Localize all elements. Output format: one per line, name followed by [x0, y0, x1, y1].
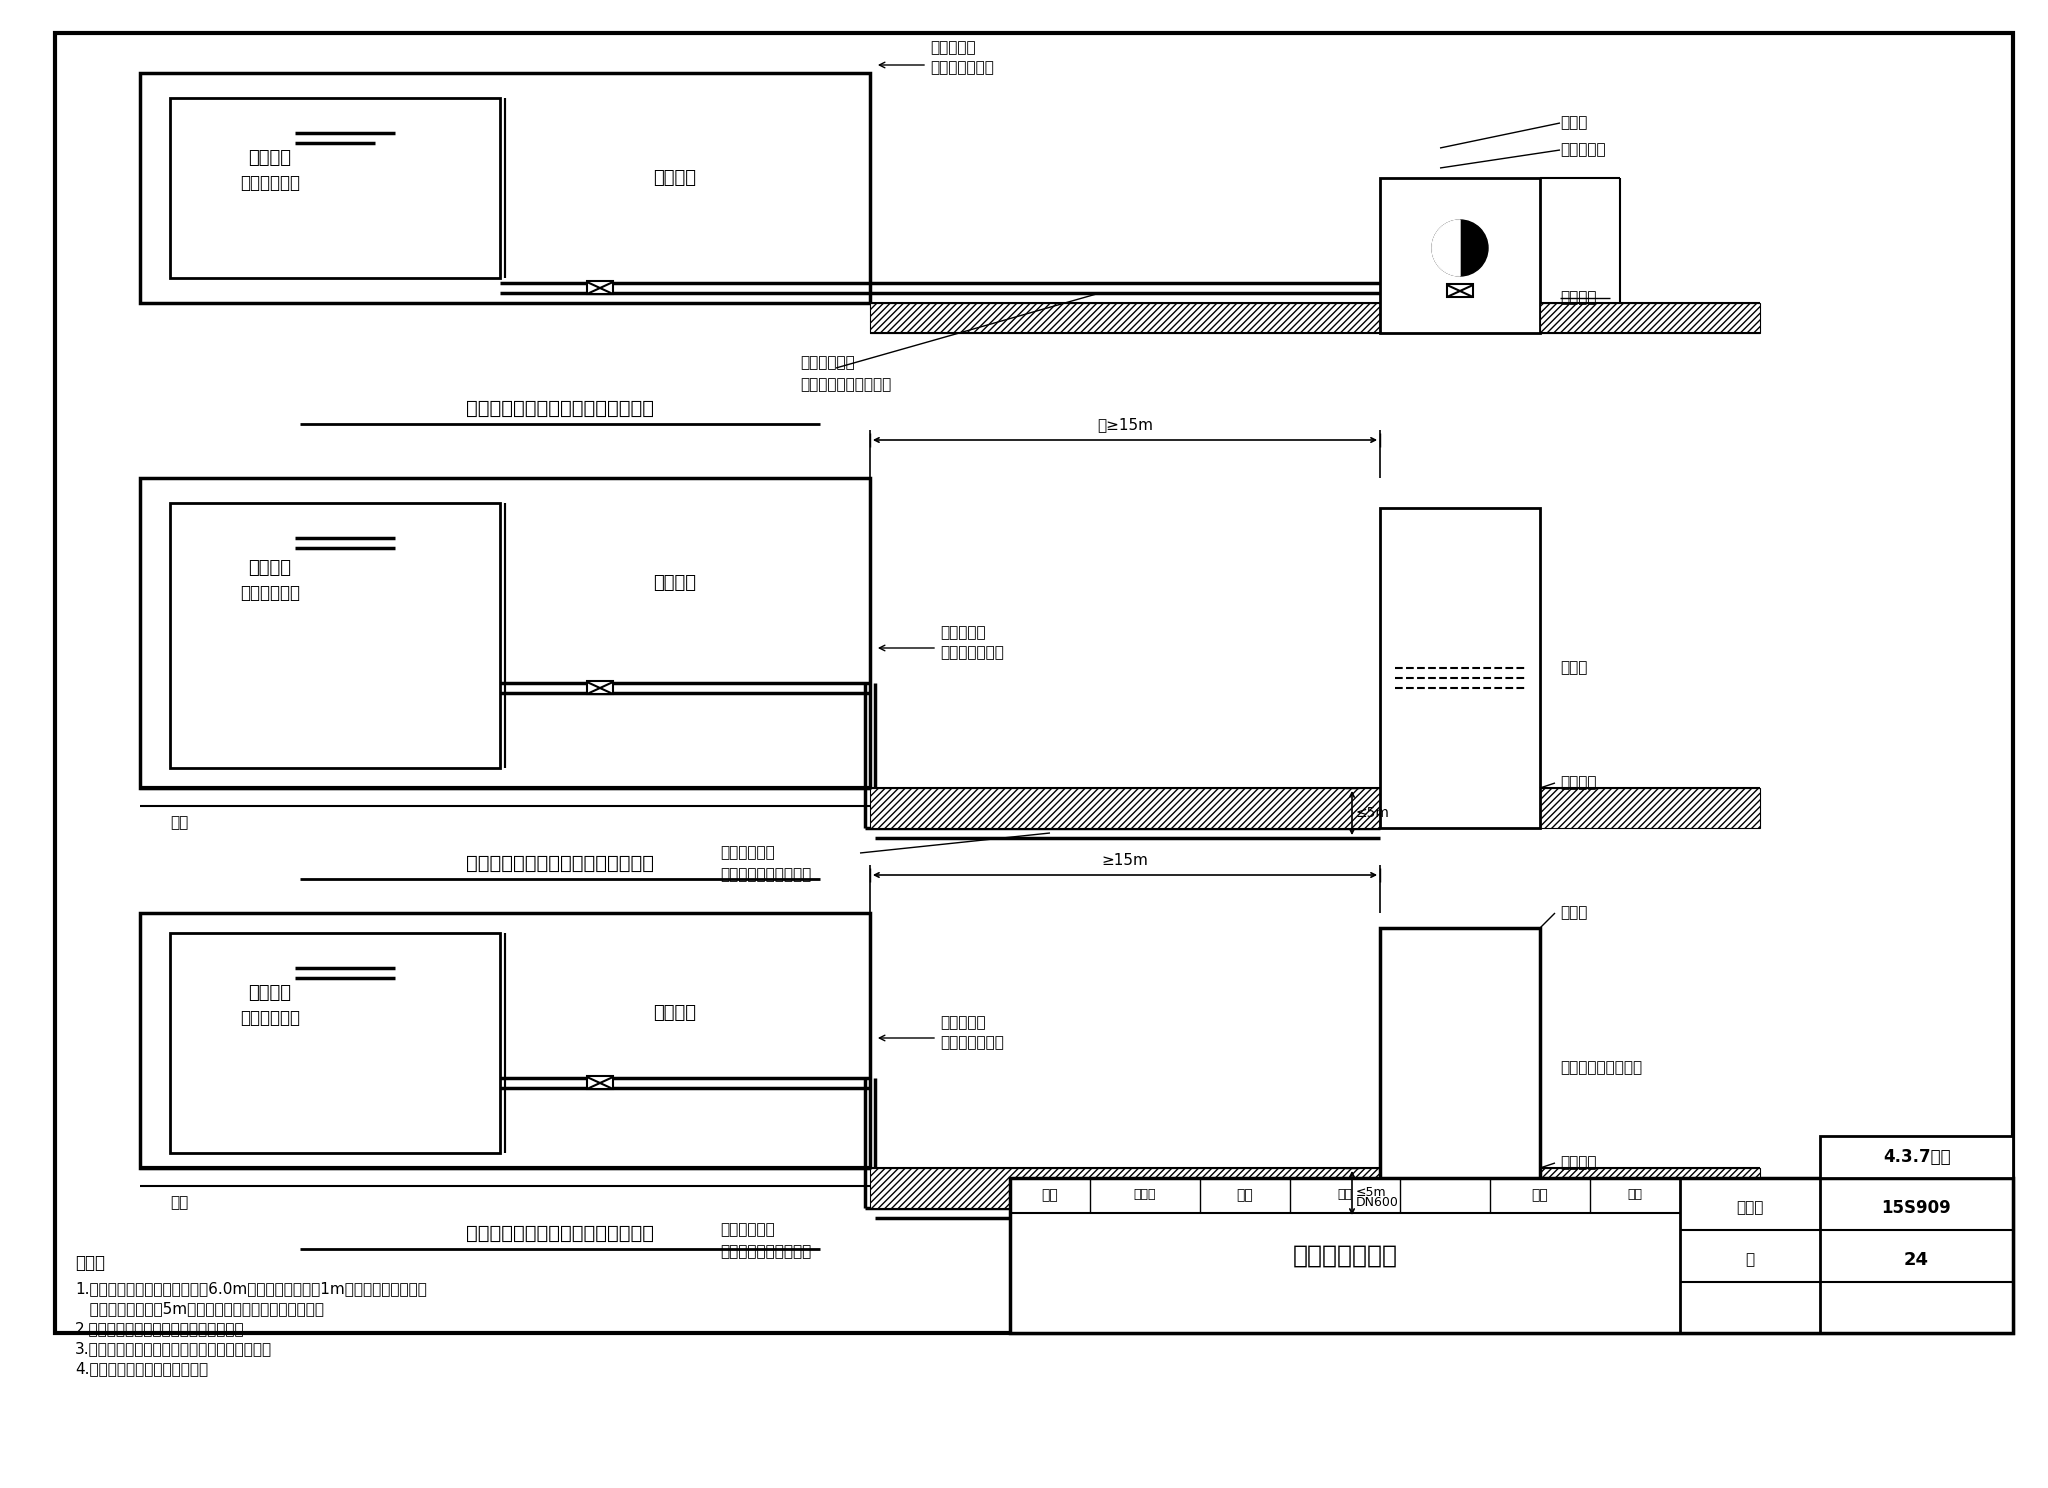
- Bar: [170, 933, 500, 1153]
- Text: DN600: DN600: [1356, 1196, 1399, 1210]
- Bar: [1540, 1168, 1759, 1208]
- Text: 最低有效水位: 最低有效水位: [240, 174, 299, 192]
- Text: 赵世明: 赵世明: [1135, 1189, 1157, 1201]
- Bar: [870, 304, 1380, 333]
- Text: 4.连通管管径由水力计算确定。: 4.连通管管径由水力计算确定。: [76, 1362, 209, 1376]
- Text: 建筑物外墙: 建筑物外墙: [930, 40, 975, 55]
- Text: 室外消防水池取水口做法示例（三）: 室外消防水池取水口做法示例（三）: [467, 854, 653, 872]
- Bar: [139, 478, 870, 789]
- Text: 其他用房: 其他用房: [653, 1004, 696, 1022]
- Bar: [1448, 284, 1473, 298]
- Text: 24: 24: [1903, 1251, 1929, 1269]
- Text: 室外地坪: 室外地坪: [1561, 775, 1597, 790]
- Text: 标高定为小于等于5m，且管顶低于水池最低有效水位。: 标高定为小于等于5m，且管顶低于水池最低有效水位。: [76, 1302, 324, 1317]
- Text: 2.取水口具体做法由各地工程具体确定。: 2.取水口具体做法由各地工程具体确定。: [76, 1321, 244, 1336]
- Text: 消防水池: 消防水池: [248, 559, 291, 577]
- Bar: [1380, 507, 1540, 827]
- Text: 消防水池: 消防水池: [248, 149, 291, 167]
- Text: 室外消防水池: 室外消防水池: [801, 356, 854, 371]
- Text: 室外消防水池取水口做法示例（四）: 室外消防水池取水口做法示例（四）: [467, 1223, 653, 1242]
- Bar: [588, 682, 612, 693]
- Bar: [1821, 1135, 2013, 1178]
- Text: 与室外取水井的连通管: 与室外取水井的连通管: [801, 378, 891, 393]
- Wedge shape: [1432, 220, 1460, 275]
- Bar: [1540, 304, 1759, 333]
- Bar: [170, 503, 500, 768]
- Bar: [55, 33, 2013, 1333]
- Text: 3.室外取水口的连通管应与两座（格）都连接。: 3.室外取水口的连通管应与两座（格）都连接。: [76, 1342, 272, 1357]
- Text: 与室外取水井的连通管: 与室外取水井的连通管: [721, 868, 811, 882]
- Text: 楼板: 楼板: [170, 1195, 188, 1211]
- Text: 室外消防水池: 室外消防水池: [721, 1223, 774, 1238]
- Circle shape: [1432, 220, 1489, 275]
- Text: 室外地坪: 室外地坪: [1561, 1156, 1597, 1171]
- Text: 取水井: 取水井: [1561, 661, 1587, 676]
- Text: 最低有效水位: 最低有效水位: [240, 1009, 299, 1027]
- Text: 其他用房: 其他用房: [653, 574, 696, 592]
- Text: 消防水池取水口: 消防水池取水口: [1292, 1244, 1397, 1268]
- Text: （水泵房除外）: （水泵房除外）: [930, 61, 993, 76]
- Text: 15S909: 15S909: [1882, 1199, 1952, 1217]
- Text: 室外地坪: 室外地坪: [1561, 290, 1597, 305]
- Text: 赵听: 赵听: [1337, 1189, 1352, 1201]
- Bar: [870, 789, 1380, 827]
- Text: 校对: 校对: [1237, 1187, 1253, 1202]
- Text: 提示：: 提示：: [76, 1254, 104, 1272]
- Bar: [139, 73, 870, 304]
- Text: 建筑物外墙: 建筑物外墙: [940, 625, 985, 640]
- Text: 室外消防水池取水口做法示例（二）: 室外消防水池取水口做法示例（二）: [467, 399, 653, 418]
- Bar: [1380, 929, 1540, 1208]
- Text: 取水井: 取水井: [1561, 116, 1587, 131]
- Text: （水泵房除外）: （水泵房除外）: [940, 646, 1004, 661]
- Bar: [1380, 179, 1540, 333]
- Bar: [1010, 1178, 2013, 1333]
- Text: 其他用房: 其他用房: [653, 170, 696, 187]
- Bar: [139, 914, 870, 1168]
- Text: 楼板: 楼板: [170, 815, 188, 830]
- Text: 宜≥15m: 宜≥15m: [1098, 418, 1153, 433]
- Text: 建筑物外墙: 建筑物外墙: [940, 1015, 985, 1031]
- Text: 图集号: 图集号: [1737, 1201, 1763, 1216]
- Text: 室外消防水池: 室外消防水池: [721, 845, 774, 860]
- Text: 取水井筒（金属管）: 取水井筒（金属管）: [1561, 1061, 1642, 1076]
- Text: ≥15m: ≥15m: [1102, 853, 1149, 868]
- Text: 取水口: 取水口: [1561, 906, 1587, 921]
- Text: 与室外取水井的连通管: 与室外取水井的连通管: [721, 1244, 811, 1259]
- Text: 室外消火栓: 室外消火栓: [1561, 143, 1606, 158]
- Text: 贾鑫: 贾鑫: [1628, 1189, 1642, 1201]
- Bar: [588, 1076, 612, 1089]
- Text: 消防水池: 消防水池: [248, 984, 291, 1001]
- Text: 最低有效水位: 最低有效水位: [240, 583, 299, 603]
- Bar: [588, 281, 612, 295]
- Bar: [870, 1168, 1380, 1208]
- Bar: [170, 98, 500, 278]
- Text: ≤5m: ≤5m: [1356, 1186, 1386, 1199]
- Text: 设计: 设计: [1532, 1187, 1548, 1202]
- Text: 审核: 审核: [1042, 1187, 1059, 1202]
- Text: （水泵房除外）: （水泵房除外）: [940, 1036, 1004, 1051]
- Bar: [1540, 789, 1759, 827]
- Text: ≤5m: ≤5m: [1356, 806, 1391, 820]
- Text: 页: 页: [1745, 1253, 1755, 1268]
- Text: 4.3.7图示: 4.3.7图示: [1884, 1149, 1952, 1167]
- Text: 1.因规范规定吸水高度不应大于6.0m，考虑消防车高度1m，故取水井连通管的: 1.因规范规定吸水高度不应大于6.0m，考虑消防车高度1m，故取水井连通管的: [76, 1281, 426, 1296]
